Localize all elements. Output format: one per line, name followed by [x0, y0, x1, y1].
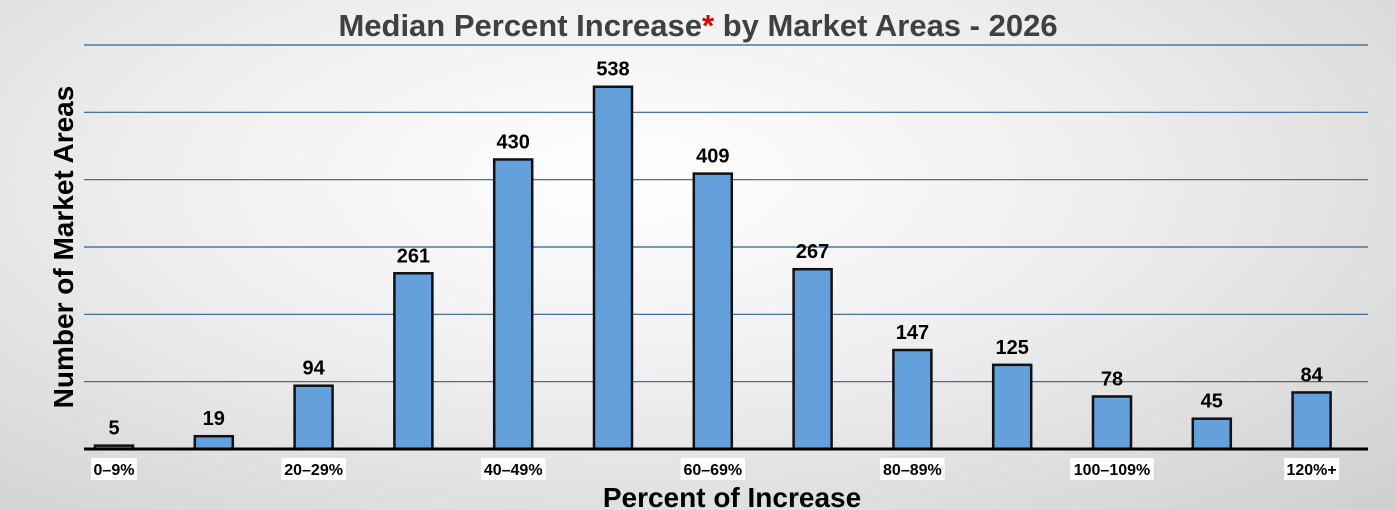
bar [193, 434, 235, 451]
y-axis-title: Number of Market Areas [48, 86, 79, 409]
bar [1091, 395, 1133, 451]
data-labels: 5 19 94 261 430 538 409 267 147 125 78 45 84 [108, 59, 1323, 440]
x-tick-label: 60–69% [683, 462, 742, 479]
bar-value-label: 78 [1101, 368, 1123, 390]
chart-title-asterisk: * [702, 8, 715, 43]
bar-value-label: 5 [108, 418, 119, 440]
x-tick-labels: 0–9% 20–29% 40–49% 60–69% 80–89% 100–109% 120%… [91, 458, 1340, 480]
bar [393, 272, 434, 451]
x-tick-label: 100–109% [1074, 462, 1151, 479]
bar-value-label: 125 [996, 337, 1029, 359]
x-tick-label: 0–9% [94, 462, 135, 479]
x-tick-label: 80–89% [883, 462, 942, 479]
chart-title-main: Median Percent Increase [338, 8, 702, 43]
bar-value-label: 147 [896, 322, 929, 344]
bar-value-label: 267 [796, 241, 829, 263]
bars [93, 85, 1332, 451]
bar-value-label: 409 [696, 146, 729, 168]
bar [293, 384, 334, 451]
bar-value-label: 19 [203, 408, 225, 430]
tick-label-background [1070, 458, 1154, 480]
bar-value-label: 430 [497, 131, 530, 153]
x-tick-label: 40–49% [484, 462, 543, 479]
bar [592, 85, 634, 451]
tick-label-background [680, 458, 745, 480]
bar [692, 172, 734, 451]
tick-label-background [481, 458, 546, 480]
x-axis-title: Percent of Increase [603, 482, 861, 510]
chart-title-suffix: by Market Areas - 2026 [714, 8, 1057, 43]
bar-value-label: 84 [1300, 364, 1323, 386]
bar-value-label: 94 [302, 358, 325, 380]
bar [991, 363, 1033, 451]
tick-label-background [880, 458, 945, 480]
tick-label-background [281, 458, 346, 480]
bar [892, 348, 933, 451]
bar [1191, 417, 1233, 451]
tick-label-background [1284, 458, 1340, 480]
bar [1291, 391, 1332, 451]
bar [492, 158, 534, 451]
bar [792, 267, 833, 451]
bar-value-label: 538 [596, 59, 629, 81]
x-tick-label: 120%+ [1286, 462, 1336, 479]
bar-value-label: 261 [397, 245, 430, 267]
bar-value-label: 45 [1201, 391, 1223, 413]
chart-title: Median Percent Increase* by Market Areas… [338, 8, 1057, 43]
x-tick-label: 20–29% [284, 462, 343, 479]
tick-label-background [91, 458, 137, 480]
